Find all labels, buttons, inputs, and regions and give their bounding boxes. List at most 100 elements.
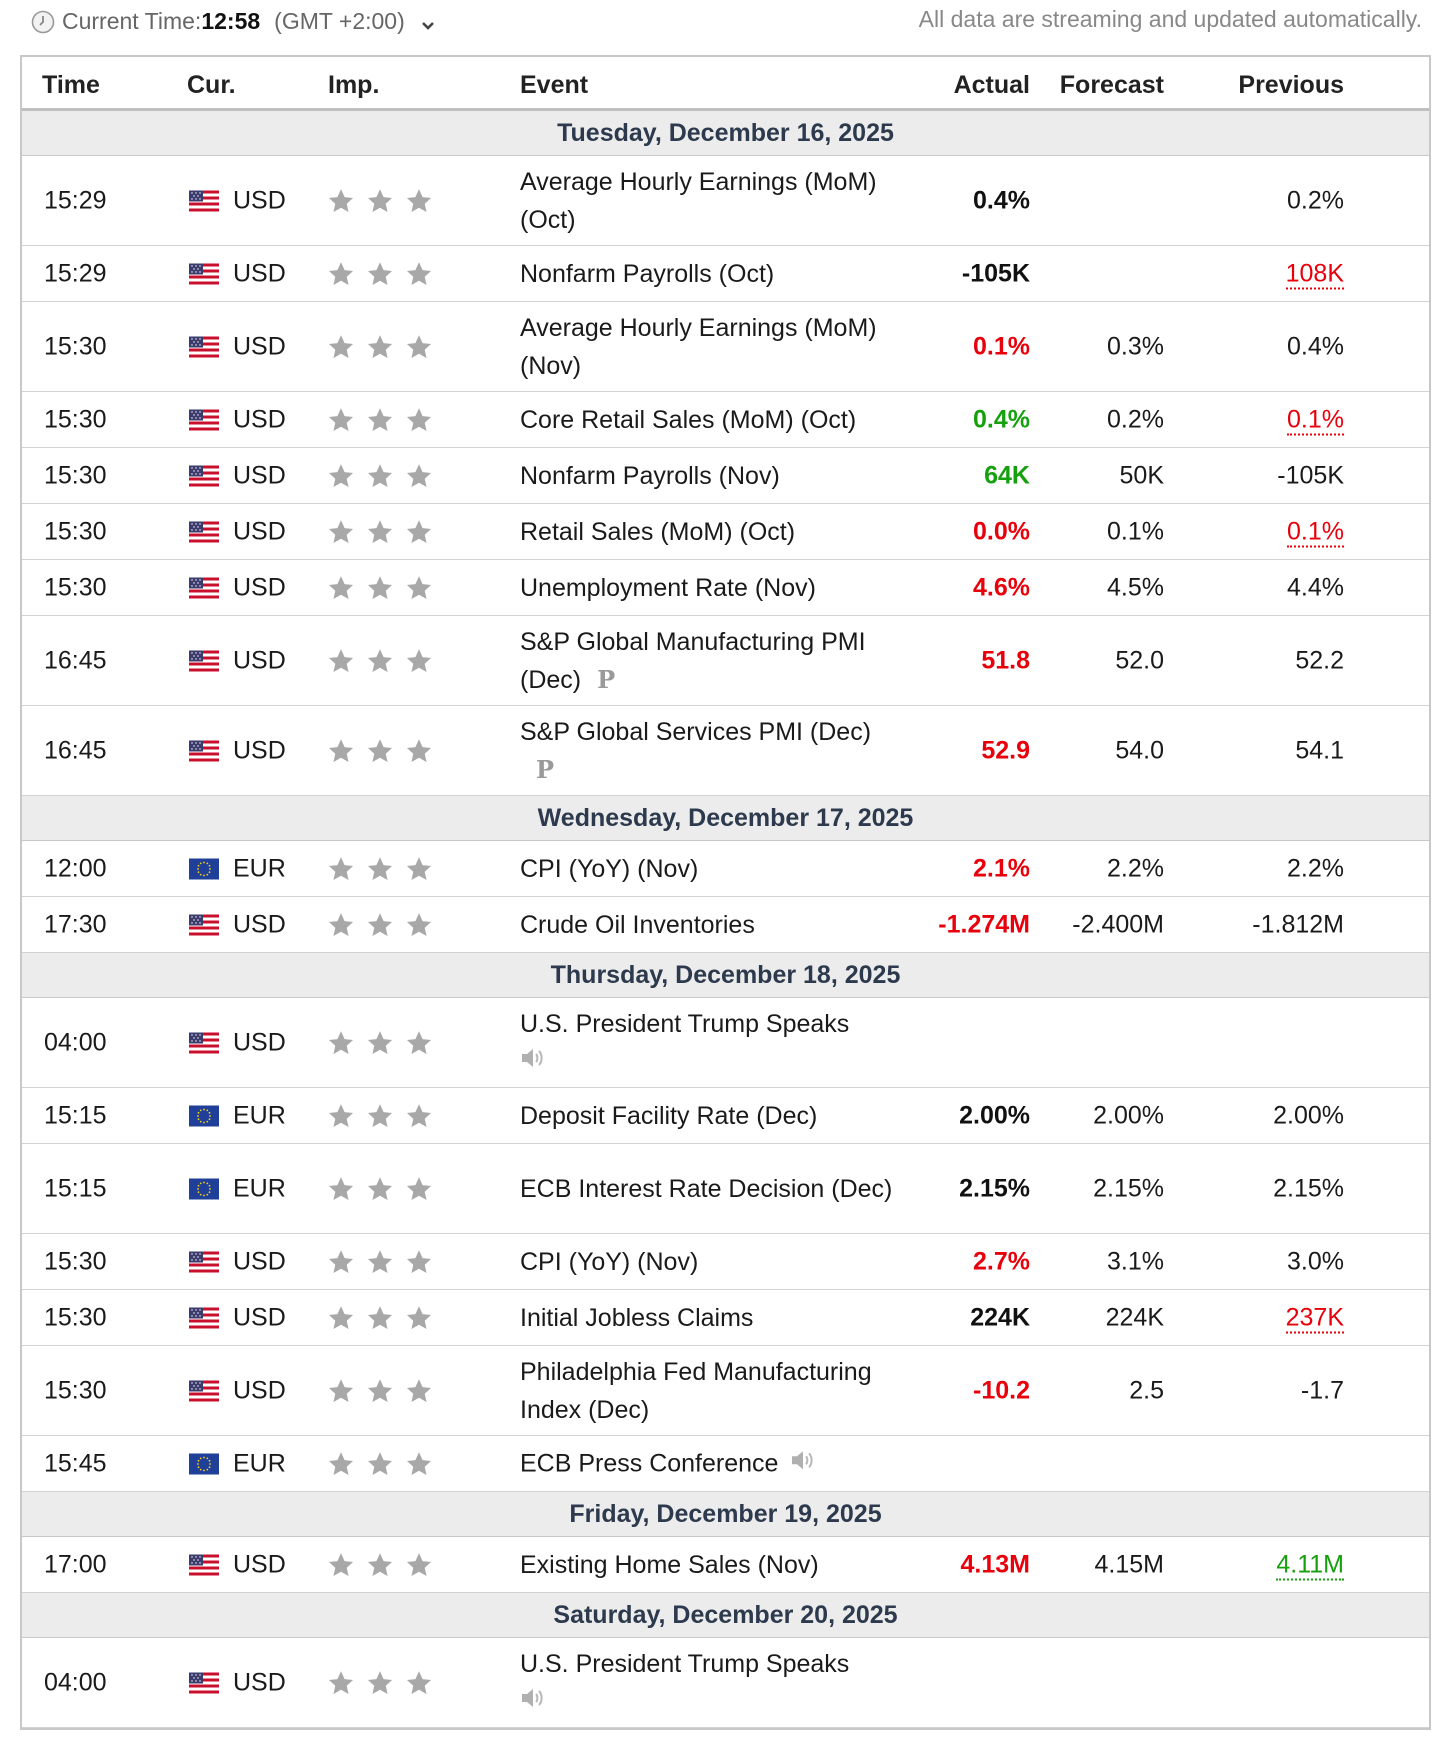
previous-value[interactable]: 108K [1285,259,1344,289]
event-cell: Existing Home Sales (Nov) [520,1546,920,1584]
event-currency: USD [189,186,286,215]
eu-flag-icon [189,1178,219,1199]
star-icon [367,261,393,285]
event-row[interactable]: 04:00 USD U.S. President Trump Speaks [22,1638,1429,1728]
importance-stars [327,333,444,360]
event-name[interactable]: S&P Global Services PMI (Dec) [520,717,872,746]
event-name[interactable]: Unemployment Rate (Nov) [520,573,816,602]
event-name[interactable]: U.S. President Trump Speaks [520,1009,850,1038]
event-row[interactable]: 12:00 EUR CPI (YoY) (Nov) 2.1% 2.2% 2.2% [22,841,1429,897]
previous-value-cell: 0.2% [1287,186,1344,215]
importance-stars [327,1377,444,1404]
event-cell: U.S. President Trump Speaks [520,1645,920,1721]
event-row[interactable]: 04:00 USD U.S. President Trump Speaks [22,998,1429,1088]
event-currency: USD [189,259,286,288]
event-currency: USD [189,1668,286,1697]
event-name[interactable]: Initial Jobless Claims [520,1303,754,1332]
clock-icon [31,10,55,34]
event-cell: ECB Interest Rate Decision (Dec) [520,1170,920,1208]
event-row[interactable]: 16:45 USD S&P Global Services PMI (Dec) P 52… [22,706,1429,796]
event-name[interactable]: Crude Oil Inventories [520,910,755,939]
event-name[interactable]: Average Hourly Earnings (MoM) (Oct) [520,167,877,234]
event-row[interactable]: 15:15 EUR ECB Interest Rate Decision (Dec)… [22,1144,1429,1234]
event-time: 15:30 [44,1303,107,1331]
table-body: Tuesday, December 16, 2025 15:29 USD Averag… [22,111,1429,1728]
event-cell: S&P Global Services PMI (Dec) P [520,713,920,789]
event-name[interactable]: U.S. President Trump Speaks [520,1649,850,1678]
forecast-value: 50K [1119,461,1164,489]
event-row[interactable]: 15:30 USD Core Retail Sales (MoM) (Oct) 0.4… [22,392,1429,448]
actual-value: 224K [970,1303,1030,1331]
event-time: 15:30 [44,517,107,545]
star-icon [367,575,393,599]
previous-value-cell: 0.1% [1287,517,1344,547]
event-name[interactable]: Core Retail Sales (MoM) (Oct) [520,405,857,434]
forecast-value: 4.15M [1094,1550,1164,1578]
star-icon [328,188,354,212]
event-row[interactable]: 15:45 EUR ECB Press Conference [22,1436,1429,1492]
event-row[interactable]: 15:30 USD Unemployment Rate (Nov) 4.6% 4.5% 4… [22,560,1429,616]
us-flag-icon [189,336,219,357]
event-row[interactable]: 15:30 USD Retail Sales (MoM) (Oct) 0.0% 0.1%… [22,504,1429,560]
event-row[interactable]: 15:30 USD Nonfarm Payrolls (Nov) 64K 50K -105… [22,448,1429,504]
previous-value[interactable]: 237K [1285,1303,1344,1333]
us-flag-icon [189,521,219,542]
event-time: 15:15 [44,1174,107,1202]
us-flag-icon [189,190,219,211]
star-icon [328,519,354,543]
event-row[interactable]: 17:00 USD Existing Home Sales (Nov) 4.13M 4.… [22,1537,1429,1593]
previous-value[interactable]: 4.11M [1276,1550,1344,1580]
event-currency: USD [189,517,286,546]
event-name[interactable]: CPI (YoY) (Nov) [520,854,699,883]
event-cell: Unemployment Rate (Nov) [520,569,920,607]
us-flag-icon [189,1380,219,1401]
col-previous: Previous [1238,71,1344,99]
event-name[interactable]: Retail Sales (MoM) (Oct) [520,517,796,546]
previous-value[interactable]: 0.1% [1287,517,1344,547]
currency-code: USD [233,910,286,938]
event-name[interactable]: S&P Global Manufacturing PMI (Dec) [520,627,866,694]
event-row[interactable]: 15:30 USD Philadelphia Fed Manufacturing I… [22,1346,1429,1436]
event-name[interactable]: ECB Interest Rate Decision (Dec) [520,1174,893,1203]
current-time[interactable]: Current Time:12:58 (GMT +2:00) [62,8,435,35]
previous-value[interactable]: 0.1% [1287,405,1344,435]
event-name[interactable]: Deposit Facility Rate (Dec) [520,1101,818,1130]
event-cell: Nonfarm Payrolls (Nov) [520,457,920,495]
event-name[interactable]: Existing Home Sales (Nov) [520,1550,819,1579]
event-name[interactable]: Average Hourly Earnings (MoM) (Nov) [520,313,877,380]
star-icon [367,1451,393,1475]
speaker-icon[interactable] [520,1046,546,1070]
event-name[interactable]: ECB Press Conference [520,1448,779,1477]
previous-value-cell: -1.812M [1252,910,1344,939]
speaker-icon[interactable] [520,1686,546,1710]
event-row[interactable]: 15:30 USD CPI (YoY) (Nov) 2.7% 3.1% 3.0% [22,1234,1429,1290]
event-row[interactable]: 15:30 USD Average Hourly Earnings (MoM) (N… [22,302,1429,392]
event-row[interactable]: 15:15 EUR Deposit Facility Rate (Dec) 2.00%… [22,1088,1429,1144]
previous-value: 2.2% [1287,854,1344,882]
star-icon [406,738,432,762]
event-name[interactable]: Nonfarm Payrolls (Oct) [520,259,775,288]
currency-code: USD [233,1303,286,1331]
event-row[interactable]: 15:29 USD Nonfarm Payrolls (Oct) -105K 108K [22,246,1429,302]
date-row: Tuesday, December 16, 2025 [22,111,1429,156]
speaker-icon[interactable] [790,1448,816,1472]
event-cell: CPI (YoY) (Nov) [520,850,920,888]
forecast-value: 0.2% [1107,405,1164,433]
event-time: 15:29 [44,259,107,287]
importance-stars [327,855,444,882]
importance-stars [327,1669,444,1696]
forecast-value: 224K [1105,1303,1164,1331]
event-row[interactable]: 16:45 USD S&P Global Manufacturing PMI (De… [22,616,1429,706]
event-row[interactable]: 15:30 USD Initial Jobless Claims 224K 224K 23… [22,1290,1429,1346]
eu-flag-icon [189,1105,219,1126]
event-name[interactable]: Philadelphia Fed Manufacturing Index (De… [520,1357,872,1424]
event-name[interactable]: CPI (YoY) (Nov) [520,1247,699,1276]
event-row[interactable]: 15:29 USD Average Hourly Earnings (MoM) (O… [22,156,1429,246]
event-time: 17:30 [44,910,107,938]
event-row[interactable]: 17:30 USD Crude Oil Inventories -1.274M -2.4… [22,897,1429,953]
actual-value: 0.4% [973,405,1030,433]
event-name[interactable]: Nonfarm Payrolls (Nov) [520,461,780,490]
event-currency: EUR [189,854,286,883]
event-currency: USD [189,1247,286,1276]
chevron-down-icon[interactable] [421,21,435,31]
